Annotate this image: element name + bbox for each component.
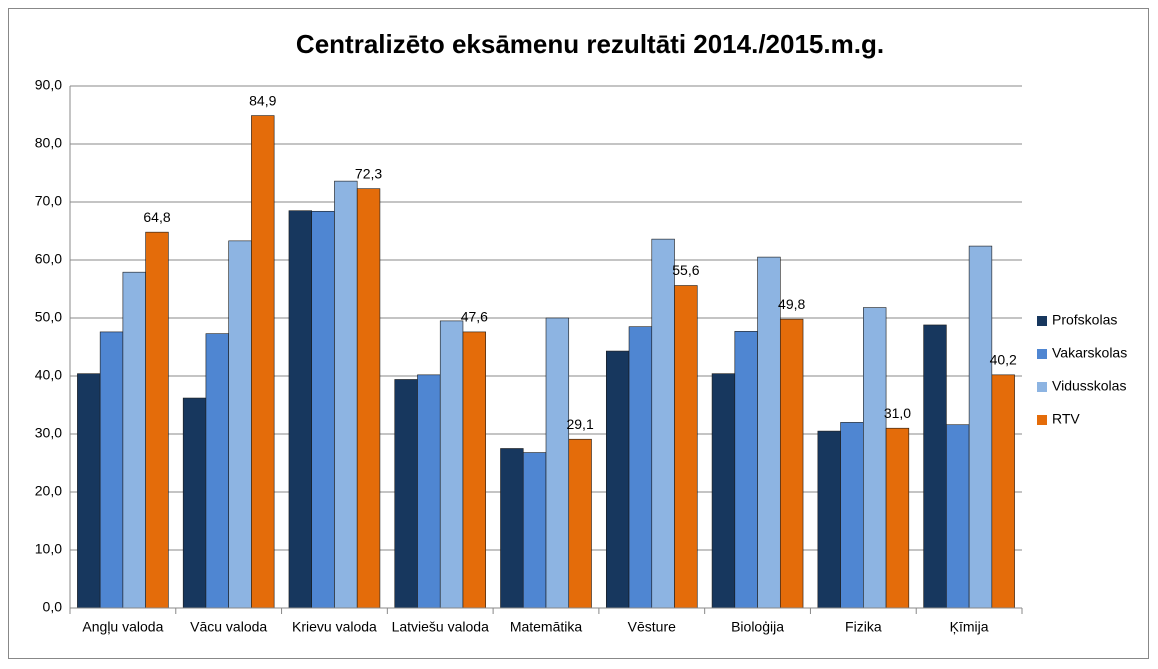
data-label: 84,9 (249, 92, 276, 108)
y-tick-label: 50,0 (35, 309, 62, 325)
bar (757, 256, 781, 609)
legend-label: Vidusskolas (1052, 378, 1126, 394)
data-label: 64,8 (143, 209, 170, 225)
x-tick-label: Bioloģija (731, 619, 784, 635)
data-label: 72,3 (355, 165, 382, 181)
bar (522, 452, 547, 609)
chart-title: Centralizēto eksāmenu rezultāti 2014./20… (296, 29, 884, 59)
x-tick-label: Fizika (845, 619, 882, 635)
bar (545, 317, 570, 609)
legend-label: Profskolas (1052, 312, 1117, 328)
data-label: 55,6 (672, 262, 699, 278)
y-tick-label: 20,0 (35, 483, 62, 499)
y-tick-label: 70,0 (35, 193, 62, 209)
bar (311, 210, 335, 609)
bar (122, 271, 146, 609)
bar (605, 350, 630, 609)
y-tick-label: 30,0 (35, 425, 62, 441)
data-label: 31,0 (884, 405, 911, 421)
data-label: 40,2 (990, 352, 1017, 368)
legend-swatch (1037, 316, 1047, 326)
bar (817, 430, 841, 609)
bar (840, 422, 864, 609)
bar (251, 115, 275, 609)
bar (991, 374, 1015, 609)
bar (334, 180, 358, 609)
bar (651, 238, 675, 609)
bar (674, 285, 698, 609)
legend-swatch (1037, 349, 1047, 359)
x-tick-label: Latviešu valoda (392, 619, 490, 635)
x-tick-label: Matemātika (510, 619, 583, 635)
bar (145, 231, 169, 609)
bar (734, 331, 758, 609)
bar (711, 373, 736, 609)
x-tick-label: Ķīmija (950, 619, 989, 635)
bar (462, 331, 487, 609)
x-tick-label: Angļu valoda (82, 619, 163, 635)
x-tick-label: Vācu valoda (190, 619, 267, 635)
bar (356, 188, 381, 609)
data-label: 47,6 (461, 309, 488, 325)
x-tick-label: Krievu valoda (292, 619, 377, 635)
y-tick-label: 80,0 (35, 135, 62, 151)
bar (628, 326, 653, 609)
y-tick-label: 40,0 (35, 367, 62, 383)
bar (417, 374, 441, 609)
y-tick-label: 60,0 (35, 251, 62, 267)
bar (394, 379, 418, 609)
bar (968, 245, 993, 609)
bar (99, 331, 124, 609)
bar (946, 424, 970, 609)
bar (863, 307, 887, 609)
y-tick-label: 0,0 (43, 599, 63, 615)
bar (885, 427, 910, 609)
bar (288, 210, 313, 609)
bar (77, 373, 101, 609)
bar (568, 438, 592, 609)
legend-label: Vakarskolas (1052, 345, 1127, 361)
bar (205, 333, 229, 609)
bar (182, 397, 207, 609)
data-label: 29,1 (566, 416, 593, 432)
x-tick-label: Vēsture (628, 619, 676, 635)
bar (779, 318, 804, 609)
legend-swatch (1037, 382, 1047, 392)
legend-label: RTV (1052, 411, 1080, 427)
y-tick-label: 10,0 (35, 541, 62, 557)
bar (439, 320, 464, 609)
bar (500, 448, 524, 609)
legend-swatch (1037, 415, 1047, 425)
bar (228, 240, 252, 609)
data-label: 49,8 (778, 296, 805, 312)
y-tick-label: 90,0 (35, 77, 62, 93)
bar (923, 324, 947, 609)
